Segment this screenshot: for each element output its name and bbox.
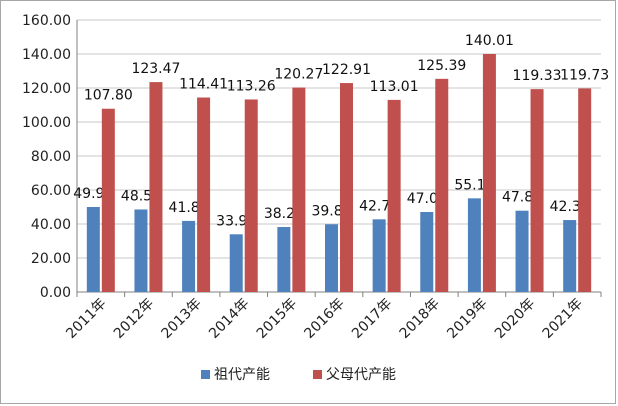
data-label-series-2: 113.01 [370,79,419,95]
bar-series-2 [530,89,544,292]
legend-label-series-2: 父母代产能 [326,367,396,383]
y-tick-label: 120.00 [22,81,71,97]
bar-series-1 [515,210,529,292]
x-tick-label: 2017年 [349,296,395,342]
data-label-series-2: 140.01 [465,33,514,49]
x-tick-label: 2015年 [254,296,300,342]
data-label-series-2: 125.39 [417,58,466,74]
data-label-series-2: 120.27 [274,67,323,83]
y-tick-label: 20.00 [31,251,71,267]
bar-series-2 [101,108,115,293]
y-tick-label: 60.00 [31,183,71,199]
data-label-series-2: 114.41 [179,77,228,93]
x-tick-label: 2016年 [301,296,347,342]
x-tick-label: 2012年 [111,296,157,342]
data-label-series-2: 122.91 [322,62,371,78]
bar-series-2 [149,82,163,292]
bar-series-2 [244,99,258,292]
legend-swatch-series-1 [201,370,210,379]
x-tick-label: 2014年 [206,296,252,342]
bar-series-2 [578,88,592,292]
bar-series-1 [182,220,196,292]
bar-series-2 [435,78,449,292]
data-label-series-2: 119.33 [513,68,562,84]
x-tick-label: 2011年 [63,296,109,342]
legend-label-series-1: 祖代产能 [214,367,270,383]
bar-series-2 [197,97,211,293]
y-tick-label: 140.00 [22,47,71,63]
bar-series-1 [277,227,291,292]
data-label-series-2: 107.80 [84,88,133,104]
bar-series-1 [563,220,577,292]
x-tick-label: 2021年 [540,296,586,342]
y-tick-label: 160.00 [22,13,71,29]
bar-series-1 [134,209,148,292]
bar-series-2 [387,99,401,293]
x-tick-label: 2019年 [444,296,490,342]
bar-series-2 [292,87,306,292]
bar-series-1 [229,234,243,292]
bar-series-2 [340,83,353,292]
x-tick-label: 2013年 [159,296,205,342]
x-tick-label: 2020年 [492,296,538,342]
bar-series-1 [420,211,434,292]
bar-series-1 [325,224,338,292]
data-label-series-2: 113.26 [227,78,276,94]
data-label-series-2: 123.47 [131,61,180,77]
y-tick-label: 0.00 [40,285,71,301]
bar-series-2 [482,53,496,292]
bar-series-1 [372,219,386,292]
bar-series-1 [467,198,481,292]
legend-swatch-series-2 [313,370,322,379]
bar-series-1 [86,207,100,292]
data-label-series-2: 119.73 [560,67,609,83]
y-tick-label: 100.00 [22,115,71,131]
y-tick-label: 80.00 [31,149,71,165]
x-tick-label: 2018年 [397,296,443,342]
y-tick-label: 40.00 [31,217,71,233]
